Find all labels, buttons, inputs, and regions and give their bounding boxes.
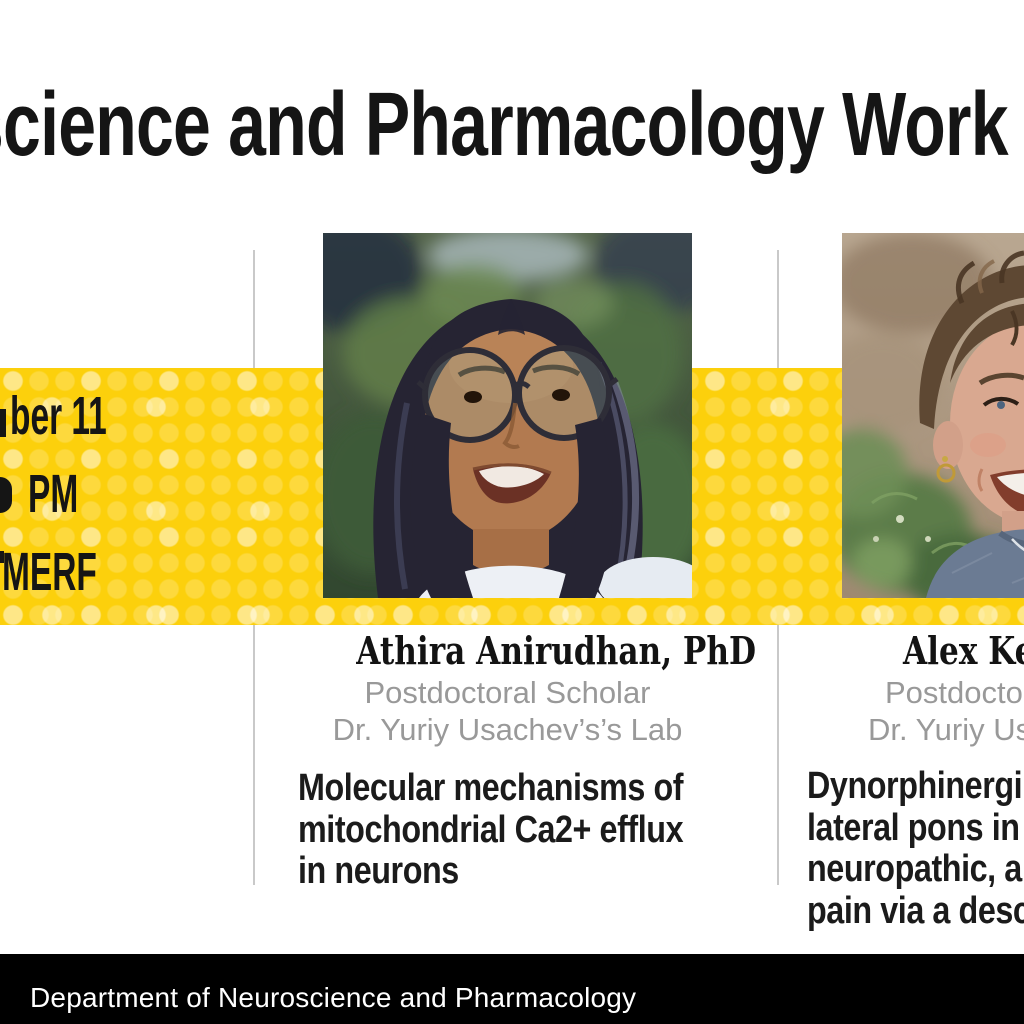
footer-bar: Department of Neuroscience and Pharmacol… [0,954,1024,1024]
clipped-letter-fragment [0,477,12,513]
clipped-letter-fragment [0,551,4,563]
talk-title-line: pain via a desc [807,889,1024,932]
divider-left-top [253,250,255,368]
speaker-photo-athira [323,233,692,598]
talk-title-line: Molecular mechanisms of [298,767,684,809]
speaker-lab: Dr. Yuriy Usachev’s’s Lab [332,712,683,747]
speaker-photo-alex [842,233,1024,598]
event-time: PM [28,464,79,524]
speaker-role: Postdoctoral Scholar [364,675,651,710]
talk-title-line: lateral pons in [807,806,1020,849]
divider-left-bottom [253,625,255,885]
talk-title-line: neuropathic, a [807,848,1022,890]
talk-title: Dynorphinergi lateral pons in neuropathi… [807,765,1024,932]
talk-title-line: mitochondrial Ca2+ efflux [298,808,684,851]
event-location: MERF [2,542,97,602]
clipped-letter-fragment [0,409,6,437]
talk-title-line: Dynorphinergi [807,765,1023,807]
speaker-name: Alex Ke [903,628,1024,673]
divider-right-top [777,250,779,368]
talk-title: Molecular mechanisms of mitochondrial Ca… [298,767,684,893]
talk-title-line: in neurons [298,850,459,892]
page-title: science and Pharmacology Work [0,75,1009,175]
speaker-lab: Dr. Yuriy Us [868,712,1024,747]
speaker-name: Athira Anirudhan, PhD [356,628,757,673]
footer-department-label: Department of Neuroscience and Pharmacol… [30,982,637,1013]
event-date: ber 11 [10,386,107,446]
speaker-role: Postdocto [885,675,1023,710]
divider-right-bottom [777,625,779,885]
